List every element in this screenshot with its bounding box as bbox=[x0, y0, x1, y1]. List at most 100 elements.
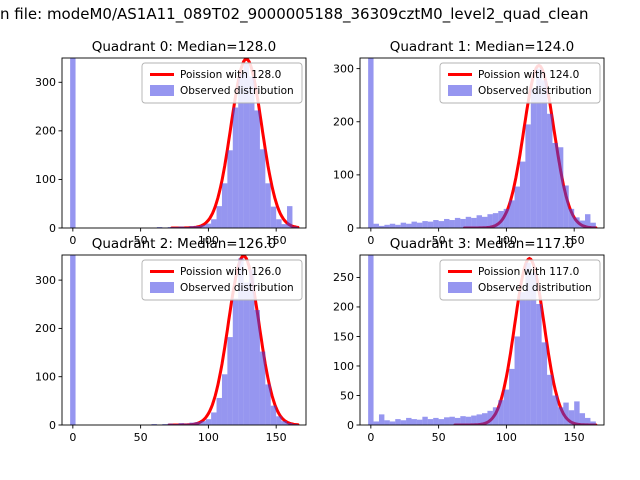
hist-bar bbox=[156, 227, 163, 228]
hist-bar bbox=[395, 224, 401, 228]
hist-bar bbox=[471, 217, 477, 228]
hist-bar bbox=[574, 217, 580, 228]
hist-bar bbox=[238, 73, 244, 228]
hist-bar bbox=[211, 412, 217, 425]
subplot-title: Quadrant 3: Median=117.0 bbox=[390, 236, 574, 252]
hist-bar bbox=[292, 226, 298, 228]
hist-bar bbox=[438, 221, 445, 228]
hist-bar bbox=[568, 208, 575, 228]
subplot-title: Quadrant 0: Median=128.0 bbox=[92, 39, 276, 55]
histogram-bars bbox=[368, 58, 596, 228]
hist-bar bbox=[411, 221, 417, 228]
subplot-title: Quadrant 2: Median=126.0 bbox=[92, 236, 276, 252]
hist-bar bbox=[487, 410, 493, 425]
hist-bar bbox=[184, 227, 190, 228]
y-tick-label: 0 bbox=[49, 419, 56, 432]
y-tick-label: 0 bbox=[347, 222, 354, 235]
hist-bar bbox=[378, 414, 385, 425]
hist-bar bbox=[563, 185, 569, 228]
hist-bar bbox=[519, 292, 526, 425]
hist-bar bbox=[406, 417, 412, 425]
hist-bar bbox=[433, 417, 439, 425]
hist-bar bbox=[530, 88, 537, 228]
legend: Poission with 124.0 Observed distribution bbox=[439, 62, 601, 104]
hist-bar bbox=[411, 419, 417, 425]
legend-label-poisson: Poission with 126.0 bbox=[180, 266, 281, 278]
hist-bar bbox=[416, 222, 423, 228]
subplot-quadrant-2: 0 50 100 150 0 100 200 300 Quadrant 2: Median=12… bbox=[35, 236, 307, 444]
hist-bar bbox=[503, 208, 510, 228]
x-tick-label: 100 bbox=[198, 431, 219, 444]
subplot-title: Quadrant 1: Median=124.0 bbox=[390, 39, 574, 55]
hist-bar bbox=[471, 415, 477, 425]
y-tick-label: 100 bbox=[333, 169, 354, 182]
hist-bar bbox=[265, 384, 271, 425]
y-tick-label: 100 bbox=[333, 360, 354, 373]
axes-spine bbox=[61, 254, 307, 426]
subplot-quadrant-3: 0 50 100 150 0 50 100 150 200 250 Quadrant 3: Medi… bbox=[333, 236, 605, 444]
y-tick-label: 150 bbox=[333, 330, 354, 343]
hist-bar bbox=[433, 220, 439, 228]
legend-label-observed: Observed distribution bbox=[478, 282, 592, 294]
legend: Poission with 128.0 Observed distribution bbox=[141, 62, 303, 104]
y-tick-label: 0 bbox=[49, 222, 56, 235]
hist-bar bbox=[167, 227, 174, 228]
hist-bar bbox=[368, 255, 374, 425]
hist-bar bbox=[200, 225, 206, 228]
hist-bar bbox=[238, 258, 244, 425]
hist-bar bbox=[465, 216, 472, 228]
legend-label-observed: Observed distribution bbox=[478, 85, 592, 97]
hist-bar bbox=[216, 397, 222, 425]
hist-bar bbox=[530, 272, 537, 425]
hist-bar bbox=[292, 424, 298, 425]
x-tick-label: 100 bbox=[496, 431, 517, 444]
hist-bar bbox=[454, 417, 461, 425]
legend-box bbox=[439, 259, 601, 301]
x-tick-label: 0 bbox=[69, 431, 76, 444]
legend-box bbox=[439, 62, 601, 104]
hist-bar bbox=[384, 224, 390, 228]
axes-spine bbox=[359, 254, 605, 426]
hist-bar bbox=[167, 423, 174, 425]
y-tick-label: 250 bbox=[333, 271, 354, 284]
hist-bar bbox=[416, 419, 423, 425]
hist-bar bbox=[541, 342, 548, 425]
hist-bar bbox=[460, 218, 466, 228]
hist-bar bbox=[590, 421, 596, 425]
hist-bar bbox=[221, 183, 228, 228]
legend-patch-sample bbox=[448, 282, 472, 293]
hist-bar bbox=[422, 416, 428, 425]
hist-bar bbox=[194, 226, 201, 228]
hist-bar bbox=[465, 416, 472, 425]
legend-box bbox=[141, 62, 303, 104]
hist-bar bbox=[194, 422, 201, 425]
hist-bar bbox=[395, 419, 401, 425]
hist-bar bbox=[541, 80, 548, 228]
hist-bar bbox=[444, 417, 450, 425]
hist-bar bbox=[259, 149, 266, 228]
hist-bar bbox=[422, 221, 428, 228]
x-tick-label: 50 bbox=[432, 234, 446, 247]
hist-bar bbox=[178, 226, 184, 228]
hist-bar bbox=[221, 374, 228, 425]
hist-bar bbox=[243, 282, 250, 425]
hist-bar bbox=[557, 407, 564, 425]
axes-spine bbox=[359, 57, 605, 229]
hist-bar bbox=[552, 143, 558, 228]
legend: Poission with 117.0 Observed distribution bbox=[439, 259, 601, 301]
hist-bar bbox=[536, 68, 542, 228]
hist-bar bbox=[378, 225, 385, 228]
hist-bar bbox=[178, 423, 184, 425]
hist-bar bbox=[514, 186, 520, 228]
hist-bar bbox=[579, 413, 586, 425]
hist-bar bbox=[574, 401, 580, 425]
hist-bar bbox=[389, 223, 396, 228]
x-tick-label: 0 bbox=[367, 431, 374, 444]
hist-bar bbox=[368, 58, 374, 228]
hist-bar bbox=[552, 395, 558, 425]
hist-bar bbox=[525, 124, 531, 228]
hist-bar bbox=[503, 389, 510, 425]
y-tick-label: 300 bbox=[333, 62, 354, 75]
hist-bar bbox=[249, 269, 255, 425]
